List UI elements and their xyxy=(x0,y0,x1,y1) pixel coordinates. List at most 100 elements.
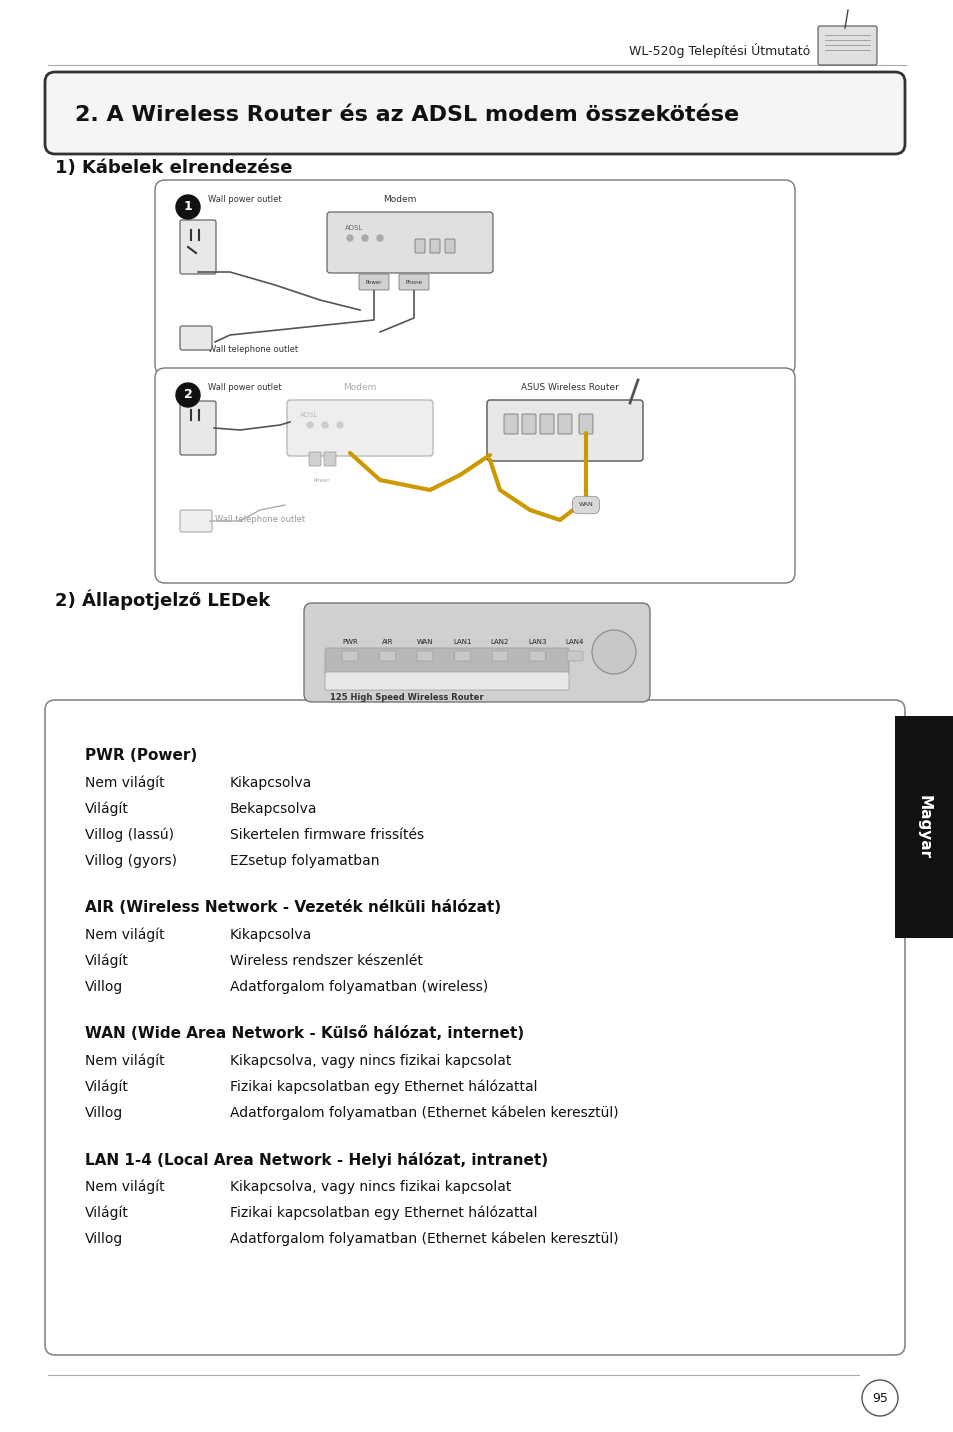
Text: PWR (Power): PWR (Power) xyxy=(85,748,197,763)
Text: Adatforgalom folyamatban (Ethernet kábelen keresztül): Adatforgalom folyamatban (Ethernet kábel… xyxy=(230,1232,618,1246)
FancyBboxPatch shape xyxy=(309,453,320,465)
FancyBboxPatch shape xyxy=(180,510,212,533)
Text: Kikapcsolva, vagy nincs fizikai kapcsolat: Kikapcsolva, vagy nincs fizikai kapcsola… xyxy=(230,1180,511,1194)
Text: Fizikai kapcsolatban egy Ethernet hálózattal: Fizikai kapcsolatban egy Ethernet hálóza… xyxy=(230,1206,537,1220)
FancyBboxPatch shape xyxy=(521,414,536,434)
Text: WAN (Wide Area Network - Külső hálózat, internet): WAN (Wide Area Network - Külső hálózat, … xyxy=(85,1025,523,1041)
Text: 1) Kábelek elrendezése: 1) Kábelek elrendezése xyxy=(55,159,293,178)
Text: Villog (gyors): Villog (gyors) xyxy=(85,853,177,868)
FancyBboxPatch shape xyxy=(503,414,517,434)
Text: EZsetup folyamatban: EZsetup folyamatban xyxy=(230,853,379,868)
FancyBboxPatch shape xyxy=(45,700,904,1355)
Text: Fizikai kapcsolatban egy Ethernet hálózattal: Fizikai kapcsolatban egy Ethernet hálóza… xyxy=(230,1080,537,1094)
Text: WAN: WAN xyxy=(578,503,593,507)
Circle shape xyxy=(376,235,382,241)
FancyBboxPatch shape xyxy=(415,239,424,253)
Text: Kikapcsolva: Kikapcsolva xyxy=(230,776,312,790)
Text: LAN3: LAN3 xyxy=(528,639,546,644)
Text: Wall power outlet: Wall power outlet xyxy=(208,384,281,392)
Text: LAN 1-4 (Local Area Network - Helyi hálózat, intranet): LAN 1-4 (Local Area Network - Helyi háló… xyxy=(85,1151,548,1169)
FancyBboxPatch shape xyxy=(539,414,554,434)
Circle shape xyxy=(322,422,328,428)
Text: PWR: PWR xyxy=(342,639,357,644)
Text: Világít: Világít xyxy=(85,802,129,816)
Text: Nem világít: Nem világít xyxy=(85,1054,165,1068)
Text: Power: Power xyxy=(314,477,330,483)
FancyBboxPatch shape xyxy=(304,603,649,702)
FancyBboxPatch shape xyxy=(325,649,568,674)
Circle shape xyxy=(862,1380,897,1416)
Text: Adatforgalom folyamatban (wireless): Adatforgalom folyamatban (wireless) xyxy=(230,979,488,994)
Text: Kikapcsolva: Kikapcsolva xyxy=(230,928,312,942)
FancyBboxPatch shape xyxy=(398,274,429,291)
Text: Nem világít: Nem világít xyxy=(85,928,165,942)
Text: Villog: Villog xyxy=(85,1232,123,1246)
Text: Villog (lassú): Villog (lassú) xyxy=(85,828,173,842)
Text: Magyar: Magyar xyxy=(916,795,931,859)
Text: 125 High Speed Wireless Router: 125 High Speed Wireless Router xyxy=(330,693,483,703)
FancyBboxPatch shape xyxy=(45,72,904,155)
FancyBboxPatch shape xyxy=(379,652,395,662)
Text: Nem világít: Nem világít xyxy=(85,1180,165,1194)
Text: Villog: Villog xyxy=(85,979,123,994)
FancyBboxPatch shape xyxy=(529,652,545,662)
Circle shape xyxy=(592,630,636,674)
FancyBboxPatch shape xyxy=(180,401,215,455)
Text: Nem világít: Nem világít xyxy=(85,776,165,790)
Text: 2) Állapotjelző LEDek: 2) Állapotjelző LEDek xyxy=(55,590,270,610)
Text: ADSL: ADSL xyxy=(345,225,363,231)
FancyBboxPatch shape xyxy=(817,26,876,64)
FancyBboxPatch shape xyxy=(444,239,455,253)
Text: WL-520g Telepítési Útmutató: WL-520g Telepítési Útmutató xyxy=(628,43,809,59)
Circle shape xyxy=(175,382,200,407)
Text: Sikertelen firmware frissítés: Sikertelen firmware frissítés xyxy=(230,828,424,842)
FancyBboxPatch shape xyxy=(180,326,212,349)
Text: Világít: Világít xyxy=(85,1206,129,1220)
Text: AIR (Wireless Network - Vezeték nélküli hálózat): AIR (Wireless Network - Vezeték nélküli … xyxy=(85,899,500,915)
Circle shape xyxy=(347,235,353,241)
FancyBboxPatch shape xyxy=(358,274,389,291)
FancyBboxPatch shape xyxy=(325,672,568,690)
Text: Villog: Villog xyxy=(85,1106,123,1120)
Text: 2: 2 xyxy=(183,388,193,401)
Text: ASUS Wireless Router: ASUS Wireless Router xyxy=(520,384,618,392)
Circle shape xyxy=(175,195,200,219)
Circle shape xyxy=(361,235,368,241)
FancyBboxPatch shape xyxy=(486,400,642,461)
Text: Adatforgalom folyamatban (Ethernet kábelen keresztül): Adatforgalom folyamatban (Ethernet kábel… xyxy=(230,1106,618,1120)
Text: 95: 95 xyxy=(871,1392,887,1405)
Text: LAN1: LAN1 xyxy=(453,639,471,644)
FancyBboxPatch shape xyxy=(454,652,470,662)
Text: Modem: Modem xyxy=(383,196,416,205)
Text: WAN: WAN xyxy=(416,639,433,644)
Circle shape xyxy=(307,422,313,428)
FancyBboxPatch shape xyxy=(558,414,572,434)
FancyBboxPatch shape xyxy=(578,414,593,434)
FancyBboxPatch shape xyxy=(180,221,215,274)
FancyBboxPatch shape xyxy=(341,652,357,662)
FancyBboxPatch shape xyxy=(154,180,794,375)
FancyBboxPatch shape xyxy=(327,212,493,274)
Circle shape xyxy=(336,422,343,428)
Text: Modem: Modem xyxy=(343,384,376,392)
Text: Wireless rendszer készenlét: Wireless rendszer készenlét xyxy=(230,954,422,968)
FancyBboxPatch shape xyxy=(566,652,582,662)
Text: LAN4: LAN4 xyxy=(565,639,583,644)
FancyBboxPatch shape xyxy=(894,716,953,938)
Text: Power: Power xyxy=(365,279,382,285)
Text: ADSL: ADSL xyxy=(299,412,318,418)
FancyBboxPatch shape xyxy=(416,652,433,662)
Text: Wall power outlet: Wall power outlet xyxy=(208,196,281,205)
Text: 2. A Wireless Router és az ADSL modem összekötése: 2. A Wireless Router és az ADSL modem ös… xyxy=(75,105,739,125)
FancyBboxPatch shape xyxy=(430,239,439,253)
FancyBboxPatch shape xyxy=(492,652,507,662)
Text: Világít: Világít xyxy=(85,954,129,968)
Text: AIR: AIR xyxy=(381,639,393,644)
FancyBboxPatch shape xyxy=(287,400,433,455)
Text: Bekapcsolva: Bekapcsolva xyxy=(230,802,317,816)
Text: Kikapcsolva, vagy nincs fizikai kapcsolat: Kikapcsolva, vagy nincs fizikai kapcsola… xyxy=(230,1054,511,1068)
FancyBboxPatch shape xyxy=(324,453,335,465)
Text: Wall telephone outlet: Wall telephone outlet xyxy=(208,345,297,355)
Text: Wall telephone outlet: Wall telephone outlet xyxy=(214,516,305,524)
Text: Világít: Világít xyxy=(85,1080,129,1094)
